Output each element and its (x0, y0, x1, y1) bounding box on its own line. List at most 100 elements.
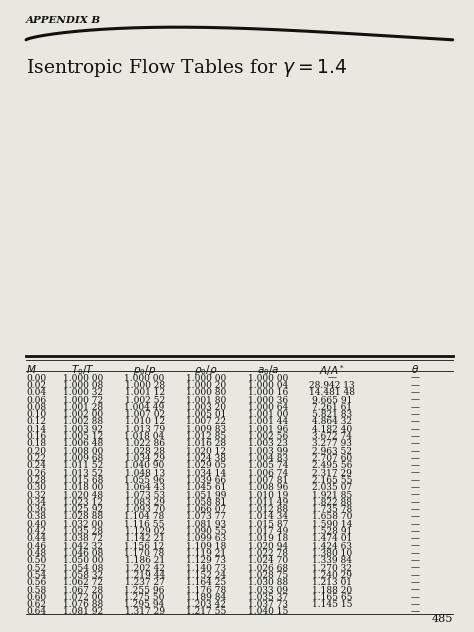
Text: 1.219 44: 1.219 44 (125, 571, 164, 580)
Text: 1.022 78: 1.022 78 (248, 549, 288, 558)
Text: 1.000 00: 1.000 00 (125, 374, 164, 382)
Text: 1.062 72: 1.062 72 (63, 578, 103, 587)
Text: 0.32: 0.32 (26, 490, 46, 499)
Text: $M$: $M$ (26, 363, 37, 375)
Text: 0.60: 0.60 (26, 593, 46, 602)
Text: 1.081 93: 1.081 93 (186, 520, 226, 529)
Text: 1.424 63: 1.424 63 (312, 542, 352, 550)
Text: —: — (410, 593, 419, 602)
Text: 1.039 66: 1.039 66 (186, 476, 226, 485)
Text: 1.023 12: 1.023 12 (63, 498, 103, 507)
Text: 1.008 96: 1.008 96 (248, 483, 288, 492)
Text: 1.165 65: 1.165 65 (311, 593, 352, 602)
Text: 1.237 27: 1.237 27 (125, 578, 164, 587)
Text: 1.017 49: 1.017 49 (248, 527, 288, 536)
Text: 1.003 20: 1.003 20 (186, 403, 226, 412)
Text: 1.002 52: 1.002 52 (125, 396, 164, 404)
Text: 1.072 00: 1.072 00 (63, 593, 103, 602)
Text: 1.020 48: 1.020 48 (63, 490, 103, 499)
Text: 1.001 12: 1.001 12 (125, 388, 164, 398)
Text: 1.038 72: 1.038 72 (63, 535, 103, 544)
Text: 0.14: 0.14 (26, 425, 46, 434)
Text: —: — (410, 571, 419, 580)
Text: 1.202 42: 1.202 42 (125, 564, 164, 573)
Text: 1.028 75: 1.028 75 (248, 571, 288, 580)
Text: APPENDIX B: APPENDIX B (26, 16, 101, 25)
Text: —: — (410, 520, 419, 529)
Text: 1.045 61: 1.045 61 (186, 483, 227, 492)
Text: —: — (410, 542, 419, 550)
Text: 1.152 24: 1.152 24 (186, 571, 226, 580)
Text: 1.119 21: 1.119 21 (186, 549, 226, 558)
Text: 1.189 84: 1.189 84 (186, 593, 226, 602)
Text: —: — (410, 388, 419, 398)
Text: 1.054 08: 1.054 08 (63, 564, 103, 573)
Text: $a_0/a$: $a_0/a$ (256, 363, 279, 377)
Text: 28.942 13: 28.942 13 (309, 381, 355, 390)
Text: —: — (410, 469, 419, 478)
Text: —: — (410, 607, 419, 616)
Text: 1.164 25: 1.164 25 (186, 578, 226, 587)
Text: 1.026 68: 1.026 68 (248, 564, 288, 573)
Text: —: — (410, 490, 419, 499)
Text: 1.735 78: 1.735 78 (312, 505, 352, 514)
Text: 0.12: 0.12 (26, 418, 46, 427)
Text: 1.000 00: 1.000 00 (248, 374, 288, 382)
Text: 1.007 02: 1.007 02 (125, 410, 164, 419)
Text: —: — (410, 505, 419, 514)
Text: 1.000 00: 1.000 00 (186, 374, 226, 382)
Text: 1.255 96: 1.255 96 (124, 585, 165, 595)
Text: —: — (410, 549, 419, 558)
Text: 1.003 23: 1.003 23 (248, 439, 288, 448)
Text: 1.921 85: 1.921 85 (312, 490, 352, 499)
Text: 0.08: 0.08 (26, 403, 46, 412)
Text: 1.005 74: 1.005 74 (247, 461, 288, 470)
Text: 0.52: 0.52 (26, 564, 46, 573)
Text: 0.34: 0.34 (26, 498, 46, 507)
Text: 1.081 92: 1.081 92 (63, 607, 103, 616)
Text: 2.963 52: 2.963 52 (312, 447, 352, 456)
Text: 2.165 55: 2.165 55 (311, 476, 352, 485)
Text: 1.380 10: 1.380 10 (312, 549, 352, 558)
Text: —: — (410, 535, 419, 544)
Text: 0.26: 0.26 (26, 469, 46, 478)
Text: 1.018 00: 1.018 00 (63, 483, 103, 492)
Text: 1.051 99: 1.051 99 (186, 490, 227, 499)
Text: —: — (410, 418, 419, 427)
Text: $p_0/p$: $p_0/p$ (133, 363, 156, 377)
Text: 1.019 18: 1.019 18 (248, 535, 288, 544)
Text: 0.06: 0.06 (26, 396, 46, 404)
Text: 0.16: 0.16 (26, 432, 46, 441)
Text: 1.000 16: 1.000 16 (248, 388, 288, 398)
Text: 0.04: 0.04 (26, 388, 46, 398)
Text: 1.001 96: 1.001 96 (248, 425, 288, 434)
Text: 1.590 14: 1.590 14 (311, 520, 352, 529)
Text: 1.012 85: 1.012 85 (186, 432, 226, 441)
Text: 1.822 88: 1.822 88 (312, 498, 352, 507)
Text: $A/A^*$: $A/A^*$ (319, 363, 345, 377)
Text: 1.000 08: 1.000 08 (63, 381, 103, 390)
Text: 0.28: 0.28 (26, 476, 46, 485)
Text: 1.058 32: 1.058 32 (63, 571, 103, 580)
Text: 0.42: 0.42 (26, 527, 46, 536)
Text: 1.011 52: 1.011 52 (63, 461, 103, 470)
Text: 0.62: 0.62 (26, 600, 46, 609)
Text: 1.050 00: 1.050 00 (63, 556, 103, 565)
Text: 1.020 94: 1.020 94 (248, 542, 288, 550)
Text: $T_0/T$: $T_0/T$ (71, 363, 95, 377)
Text: —: — (410, 432, 419, 441)
Text: 1.066 07: 1.066 07 (186, 505, 226, 514)
Text: 1.140 73: 1.140 73 (186, 564, 226, 573)
Text: 1.658 70: 1.658 70 (311, 513, 352, 521)
Text: 1.000 72: 1.000 72 (63, 396, 103, 404)
Text: 1.024 70: 1.024 70 (248, 556, 288, 565)
Text: 1.129 73: 1.129 73 (186, 556, 226, 565)
Text: —: — (410, 585, 419, 595)
Text: 2.495 56: 2.495 56 (311, 461, 352, 470)
Text: 1.090 55: 1.090 55 (186, 527, 227, 536)
Text: 0.36: 0.36 (26, 505, 46, 514)
Text: 0.18: 0.18 (26, 439, 46, 448)
Text: —: — (410, 600, 419, 609)
Text: 1.240 29: 1.240 29 (312, 571, 352, 580)
Text: 1.076 88: 1.076 88 (63, 600, 103, 609)
